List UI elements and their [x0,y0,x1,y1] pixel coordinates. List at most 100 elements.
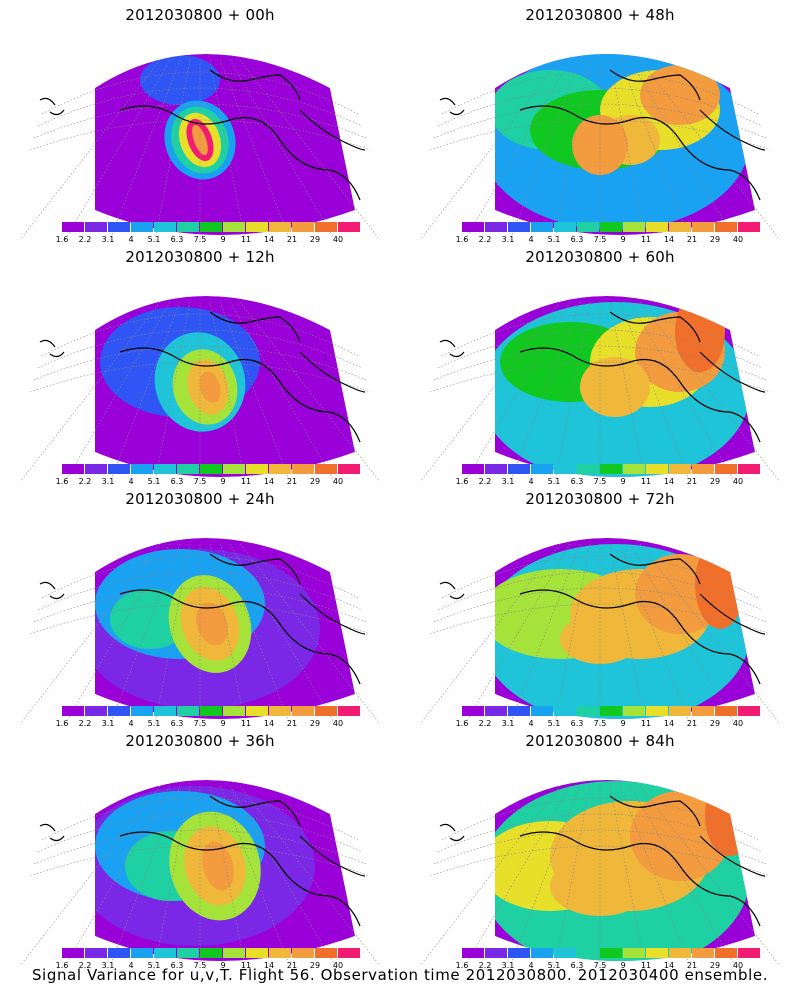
colorbar-label: 9 [620,235,626,244]
map-panel-72h: 2012030800 + 72h 1.6 2.2 3.1 4 5.1 6.3 7.5 9 11 1… [400,484,800,728]
colorbar-swatch [577,948,599,958]
colorbar-label: 6.3 [570,719,584,728]
map-panel-60h: 2012030800 + 60h 1.6 2.2 3.1 4 5.1 6.3 7.5 9 11 1… [400,242,800,486]
graticule [19,301,381,482]
contour-fill [196,602,228,646]
colorbar-swatch [485,464,507,474]
map-panel-00h: 2012030800 + 00h 1.6 2.2 3.1 4 5.1 6.3 7.5 9 11 1… [0,0,400,244]
colorbar-swatch [62,706,84,716]
colorbar-swatch [600,706,622,716]
colorbar-label: 9 [620,477,626,486]
variance-map [19,296,381,482]
colorbar-swatch [131,464,153,474]
colorbar-swatch [669,222,691,232]
colorbar-label: 5.1 [147,235,161,244]
colorbar-swatch [154,706,176,716]
colorbar-label: 2.2 [478,235,492,244]
colorbar-swatch [508,948,530,958]
panel-title: 2012030800 + 72h [525,490,675,508]
colorbar-label: 14 [663,235,675,244]
colorbar-label: 21 [286,235,298,244]
colorbar-label: 7.5 [193,235,207,244]
colorbar-label: 5.1 [547,961,561,970]
colorbar-label: 29 [709,477,721,486]
graticule [419,543,781,724]
colorbar-swatch [62,948,84,958]
colorbar-label: 3.1 [501,477,515,486]
colorbar-swatch [108,706,130,716]
colorbar-swatch [315,222,337,232]
colorbar-swatch [646,464,668,474]
colorbar-swatch [62,222,84,232]
coastline [439,311,766,443]
colorbar-label: 40 [332,477,344,486]
colorbar-label: 5.1 [147,719,161,728]
colorbar-label: 40 [332,235,344,244]
variance-map [419,296,781,482]
colorbar-swatch [600,948,622,958]
colorbar-label: 9 [220,719,226,728]
colorbar-swatch [223,222,245,232]
colorbar-label: 4 [128,719,134,728]
colorbar-label: 4 [128,477,134,486]
colorbar-label: 6.3 [170,719,184,728]
contour-fill [202,841,234,891]
colorbar-swatch [154,948,176,958]
colorbar-label: 14 [263,235,275,244]
colorbar-label: 11 [640,477,652,486]
colorbar-swatch [85,948,107,958]
colorbar-swatch [692,222,714,232]
colorbar-swatch [531,706,553,716]
panel-title: 2012030800 + 36h [125,732,275,750]
colorbar-swatch [269,706,291,716]
coastline [39,69,366,201]
panel-title: 2012030800 + 24h [125,490,275,508]
colorbar-swatch [738,222,760,232]
variance-map [19,780,381,966]
colorbar-label: 11 [640,961,652,970]
colorbar-label: 29 [709,719,721,728]
colorbar-swatch [315,464,337,474]
map-panel-24h: 2012030800 + 24h 1.6 2.2 3.1 4 5.1 6.3 7.5 9 11 1… [0,484,400,728]
graticule [19,543,381,724]
graticule [19,785,381,966]
colorbar-swatch [554,222,576,232]
colorbar-label: 11 [640,719,652,728]
colorbar-label: 21 [686,235,698,244]
colorbar-swatch [715,222,737,232]
colorbar-swatch [715,948,737,958]
colorbar-swatch [223,948,245,958]
colorbar-swatch [292,706,314,716]
colorbar-label: 29 [709,235,721,244]
colorbar-swatch [715,464,737,474]
colorbar-swatch [462,222,484,232]
colorbar-swatch [338,706,360,716]
coastline [439,553,766,685]
colorbar-label: 14 [263,477,275,486]
map-panel-84h: 2012030800 + 84h 1.6 2.2 3.1 4 5.1 6.3 7.5 9 11 1… [400,726,800,970]
graticule [419,59,781,240]
contour-fill [110,589,190,649]
colorbar-swatch [292,948,314,958]
contour-fill [580,357,650,417]
colorbar-label: 3.1 [101,235,115,244]
colorbar-swatch [269,948,291,958]
colorbar-label: 11 [240,719,252,728]
colorbar-label: 6.3 [170,961,184,970]
colorbar-swatch [485,948,507,958]
colorbar-swatch [692,464,714,474]
colorbar-label: 21 [686,477,698,486]
colorbar-swatch [508,464,530,474]
colorbar-swatch [292,464,314,474]
colorbar-label: 9 [620,719,626,728]
colorbar-swatch [462,464,484,474]
colorbar-swatch [338,948,360,958]
contour-fill [705,780,755,856]
colorbar-swatch [577,706,599,716]
variance-map [419,538,781,724]
contour-fill [140,55,220,105]
colorbar-swatch [715,706,737,716]
colorbar-label: 2.2 [478,961,492,970]
colorbar-swatch [577,222,599,232]
colorbar-swatch [269,464,291,474]
